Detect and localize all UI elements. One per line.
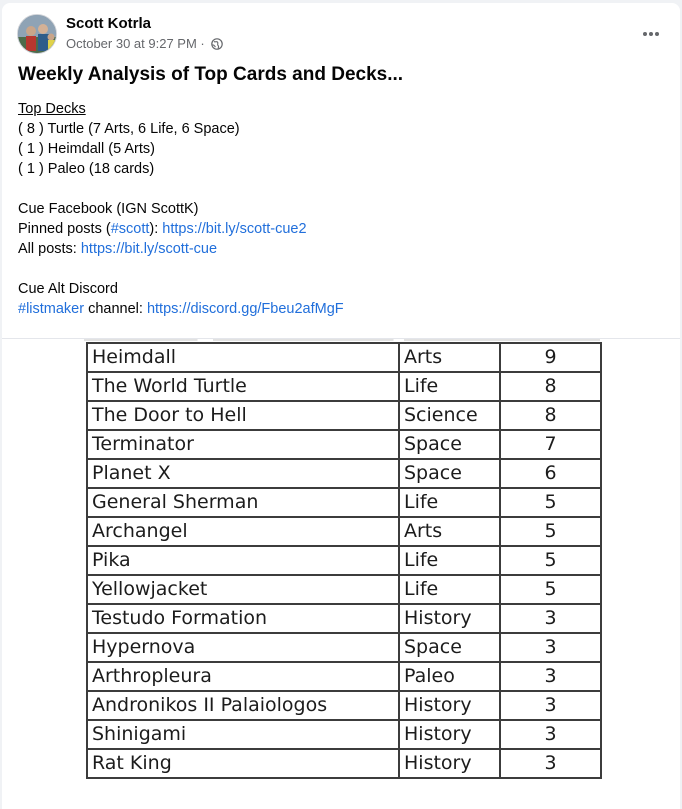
card-type-cell: Arts (398, 516, 501, 547)
table-row: The World Turtle Life 8 (86, 371, 602, 402)
card-type-cell: Paleo (398, 661, 501, 692)
card-count-cell: 5 (499, 487, 602, 518)
table-row: Planet X Space 6 (86, 458, 602, 489)
card-name-cell: Yellowjacket (86, 574, 400, 605)
card-count-cell: 3 (499, 719, 602, 750)
all-posts-line: All posts: https://bit.ly/scott-cue (18, 241, 218, 257)
table-row: Arthropleura Paleo 3 (86, 661, 602, 692)
card-name-cell: Rat King (86, 748, 400, 779)
post-timestamp[interactable]: October 30 at 9:27 PM (66, 36, 197, 51)
card-name-cell: The World Turtle (86, 371, 400, 402)
card-type-cell: Space (398, 458, 501, 489)
author-name[interactable]: Scott Kotrla (66, 15, 152, 32)
card-name-cell: Hypernova (86, 632, 400, 663)
card-name-cell: Planet X (86, 458, 400, 489)
discord-line: Cue Alt Discord (18, 281, 118, 297)
facebook-line: Cue Facebook (IGN ScottK) (18, 201, 199, 217)
pinned-posts-line: Pinned posts (#scott): https://bit.ly/sc… (18, 221, 307, 237)
card-type-cell: Space (398, 632, 501, 663)
card-count-cell: 3 (499, 632, 602, 663)
hashtag-scott-link[interactable]: #scott (110, 221, 150, 237)
card-count-cell: 9 (499, 342, 602, 373)
card-type-cell: Science (398, 400, 501, 431)
avatar[interactable] (17, 14, 57, 54)
table-row: Rat King History 3 (86, 748, 602, 779)
card-name-cell: Andronikos II Palaiologos (86, 690, 400, 721)
card-name-cell: The Door to Hell (86, 400, 400, 431)
pinned-posts-link[interactable]: https://bit.ly/scott-cue2 (162, 221, 307, 237)
post-title: Weekly Analysis of Top Cards and Decks..… (18, 64, 404, 85)
card-count-cell: 6 (499, 458, 602, 489)
card-name-cell: Archangel (86, 516, 400, 547)
card-count-cell: 8 (499, 371, 602, 402)
post-header: Scott Kotrla October 30 at 9:27 PM · (17, 14, 667, 54)
table-row: Shinigami History 3 (86, 719, 602, 750)
card-type-cell: Life (398, 371, 501, 402)
card-count-cell: 3 (499, 603, 602, 634)
card-count-cell: 5 (499, 574, 602, 605)
card-type-cell: Life (398, 574, 501, 605)
card-type-cell: History (398, 690, 501, 721)
card-type-cell: Life (398, 487, 501, 518)
more-horizontal-icon (643, 32, 659, 36)
listmaker-line: #listmaker channel: https://discord.gg/F… (18, 301, 344, 317)
table-row: General Sherman Life 5 (86, 487, 602, 518)
post-meta: October 30 at 9:27 PM · (66, 36, 224, 53)
discord-link[interactable]: https://discord.gg/Fbeu2afMgF (146, 301, 344, 317)
card-count-cell: 8 (499, 400, 602, 431)
card-type-cell: History (398, 748, 501, 779)
table-row: Terminator Space 7 (86, 429, 602, 460)
card-name-cell: Terminator (86, 429, 400, 460)
card-count-cell: 3 (499, 690, 602, 721)
top-decks-heading: Top Decks (18, 101, 86, 117)
card-name-cell: General Sherman (86, 487, 400, 518)
post-text: Top Decks ( 8 ) Turtle (7 Arts, 6 Life, … (18, 99, 344, 319)
table-row: The Door to Hell Science 8 (86, 400, 602, 431)
post-card: Scott Kotrla October 30 at 9:27 PM · Wee… (2, 3, 680, 809)
image-edge (84, 339, 600, 341)
top-deck-item: ( 1 ) Paleo (18 cards) (18, 161, 155, 177)
table-row: Heimdall Arts 9 (86, 342, 602, 373)
top-deck-item: ( 8 ) Turtle (7 Arts, 6 Life, 6 Space) (18, 121, 240, 137)
card-type-cell: History (398, 603, 501, 634)
more-options-button[interactable] (635, 22, 667, 46)
hashtag-listmaker-link[interactable]: #listmaker (18, 301, 85, 317)
card-name-cell: Pika (86, 545, 400, 576)
card-type-cell: Arts (398, 342, 501, 373)
all-posts-link[interactable]: https://bit.ly/scott-cue (80, 241, 218, 257)
top-deck-item: ( 1 ) Heimdall (5 Arts) (18, 141, 155, 157)
card-count-cell: 7 (499, 429, 602, 460)
post-image[interactable]: Heimdall Arts 9 The World Turtle Life 8 The Do… (2, 338, 680, 809)
table-row: Testudo Formation History 3 (86, 603, 602, 634)
card-count-cell: 3 (499, 748, 602, 779)
table-row: Hypernova Space 3 (86, 632, 602, 663)
globe-icon[interactable] (211, 38, 224, 53)
table-row: Andronikos II Palaiologos History 3 (86, 690, 602, 721)
card-type-cell: Space (398, 429, 501, 460)
card-name-cell: Arthropleura (86, 661, 400, 692)
table-row: Pika Life 5 (86, 545, 602, 576)
card-type-cell: Life (398, 545, 501, 576)
card-name-cell: Heimdall (86, 342, 400, 373)
table-row: Yellowjacket Life 5 (86, 574, 602, 605)
meta-separator: · (200, 36, 205, 51)
top-cards-table: Heimdall Arts 9 The World Turtle Life 8 The Do… (86, 342, 602, 779)
card-count-cell: 5 (499, 516, 602, 547)
card-type-cell: History (398, 719, 501, 750)
card-count-cell: 5 (499, 545, 602, 576)
card-count-cell: 3 (499, 661, 602, 692)
table-row: Archangel Arts 5 (86, 516, 602, 547)
card-name-cell: Testudo Formation (86, 603, 400, 634)
card-name-cell: Shinigami (86, 719, 400, 750)
avatar-photo (18, 15, 56, 53)
